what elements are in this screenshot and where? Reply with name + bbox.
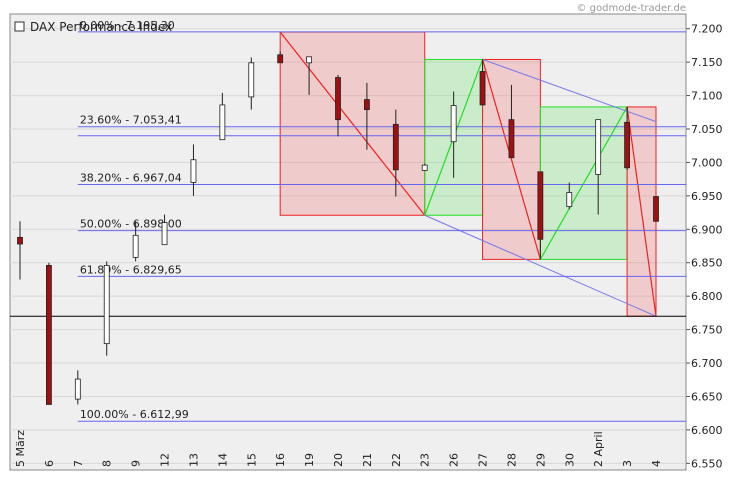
- y-tick-label: 6.900: [691, 223, 723, 236]
- candle-body: [537, 171, 544, 240]
- candle-body: [364, 99, 370, 111]
- x-tick-label: 23: [419, 453, 432, 467]
- x-tick-label: 26: [448, 453, 461, 467]
- y-tick-label: 7.100: [691, 90, 723, 103]
- fib-label: 23.60% - 7.053,41: [80, 114, 182, 127]
- candle-body: [132, 234, 139, 258]
- wave-line: [539, 106, 628, 260]
- wave-line: [626, 106, 657, 317]
- x-tick-label: 30: [563, 453, 576, 467]
- candle-body: [653, 196, 659, 222]
- x-tick-label: 14: [216, 453, 229, 467]
- x-tick-label: 27: [477, 453, 490, 467]
- y-tick-label: 7.000: [691, 156, 723, 169]
- x-tick-label: 19: [303, 453, 316, 467]
- x-tick-label: 21: [361, 453, 374, 467]
- y-tick-label: 6.700: [691, 357, 723, 370]
- candle-body: [508, 119, 515, 159]
- plot-area: [9, 13, 687, 471]
- y-tick-label: 7.150: [691, 56, 723, 69]
- candle-body: [103, 265, 110, 345]
- candle-body: [566, 192, 573, 207]
- fib-label: 0.00% - 7.195,30: [80, 19, 175, 32]
- candle-body: [335, 77, 341, 121]
- x-tick-label: 13: [187, 453, 200, 467]
- y-tick-label: 6.800: [691, 290, 723, 303]
- x-tick-label: 6: [43, 460, 56, 467]
- wave-line: [481, 59, 541, 260]
- candle-body: [248, 62, 255, 98]
- candle-body: [277, 54, 284, 64]
- x-tick-label: 29: [534, 453, 547, 467]
- x-tick-label: 8: [101, 460, 114, 467]
- fib-label: 100.00% - 6.612,99: [80, 408, 189, 421]
- fib-label: 61.80% - 6.829,65: [80, 263, 182, 276]
- x-tick-label: 22: [390, 453, 403, 467]
- trendline: [424, 214, 657, 317]
- fib-label: 50.00% - 6.898,00: [80, 218, 182, 231]
- y-tick-label: 6.650: [691, 390, 723, 403]
- fib-label: 38.20% - 6.967,04: [80, 171, 182, 184]
- x-tick-label: 2 April: [592, 431, 605, 467]
- x-tick-label: 16: [274, 453, 287, 467]
- x-tick-label: 15: [245, 453, 258, 467]
- candle-body: [190, 159, 197, 183]
- x-tick-label: 28: [505, 453, 518, 467]
- x-tick-label: 7: [72, 460, 85, 467]
- candle-body: [306, 56, 312, 64]
- x-tick-label: 9: [130, 460, 143, 467]
- y-tick-label: 6.750: [691, 324, 723, 337]
- candle-body: [421, 164, 428, 171]
- y-tick-label: 6.600: [691, 424, 723, 437]
- y-tick-label: 7.200: [691, 23, 723, 36]
- x-tick-label: 5 März: [14, 430, 27, 467]
- y-tick-label: 6.950: [691, 190, 723, 203]
- x-tick-label: 12: [159, 453, 172, 467]
- y-tick-label: 7.050: [691, 123, 723, 136]
- x-tick-label: 20: [332, 453, 345, 467]
- candle-body: [624, 121, 630, 169]
- candle-body: [74, 378, 81, 400]
- candle-body: [479, 71, 486, 106]
- candle-body: [17, 236, 23, 245]
- candle-body: [450, 105, 457, 143]
- y-tick-label: 6.850: [691, 257, 723, 270]
- watermark: © godmode-trader.de: [577, 3, 687, 14]
- candle-body: [595, 119, 602, 175]
- chart-title: DAX Performance Index: [30, 20, 172, 34]
- legend-box: [14, 21, 25, 32]
- x-tick-label: 4: [650, 460, 663, 467]
- candle-body: [392, 123, 399, 171]
- y-tick-label: 6.550: [691, 457, 723, 470]
- candle-body: [219, 104, 226, 141]
- candle-body: [46, 265, 52, 405]
- candle-body: [161, 222, 168, 246]
- x-tick-label: 3: [621, 460, 634, 467]
